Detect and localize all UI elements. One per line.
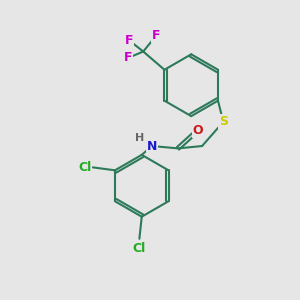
Text: Cl: Cl [133,242,146,255]
Text: F: F [125,34,134,47]
Text: O: O [193,124,203,136]
Text: F: F [152,29,161,42]
Text: N: N [147,140,157,152]
Text: H: H [135,133,144,143]
Text: Cl: Cl [78,161,91,174]
Text: F: F [124,52,132,64]
Text: S: S [219,116,228,128]
